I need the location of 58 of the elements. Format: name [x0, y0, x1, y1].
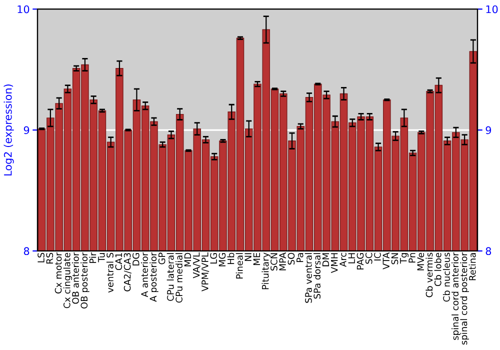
x-tick-label: spinal cord posterior [460, 252, 469, 345]
x-tick-label: Pituitary [262, 252, 270, 290]
x-tick-label: Retina [468, 253, 476, 280]
x-tick-label: Cx cingulate [63, 252, 72, 308]
x-tick-label: OB anterior [72, 252, 79, 304]
x-tick-label: LS [38, 252, 44, 262]
x-tick-label: CA2/CA3 [124, 253, 132, 292]
x-tick-label: MPA [279, 252, 286, 270]
x-tick-label: Arc [340, 252, 346, 267]
x-tick-label: Pineal [236, 253, 243, 279]
x-tick-label: Pa [296, 253, 304, 262]
x-tick-label: Hb [227, 252, 234, 264]
x-tick-label: IC [374, 252, 381, 260]
x-tick-label: CPu lateral [166, 253, 174, 301]
x-tick-label: SO [288, 252, 295, 265]
x-tick-label: SCN [270, 253, 278, 271]
x-tick-label: Tg [400, 253, 409, 264]
x-tick-label: OB posterior [80, 252, 90, 309]
x-tick-label: MVe [417, 252, 424, 270]
y2-tick-label: 8 [486, 247, 492, 256]
x-tick-label: SPa dorsal [314, 253, 321, 299]
x-tick-label: Tu [98, 253, 105, 262]
x-tick-label: GP [158, 252, 166, 264]
y-tick-label: 9 [24, 126, 30, 134]
x-tick-label: VMH [331, 253, 338, 274]
x-tick-label: A anterior [140, 252, 148, 298]
x-tick-label: PAG [356, 253, 364, 270]
y-tick-label: 10 [18, 5, 30, 14]
x-tick-label: ME [253, 252, 260, 265]
x-tick-label: spinal cord anterior [452, 252, 460, 340]
x-tick-label: MG [218, 253, 226, 266]
x-tick-label: NI [244, 253, 252, 261]
x-tick-label: Pn [408, 253, 416, 262]
x-tick-label: DG [132, 253, 140, 266]
x-tick-label: SN [391, 253, 398, 264]
x-tick-label: Cb vermis [426, 252, 433, 298]
x-tick-label: DM [322, 253, 330, 266]
x-tick-label: LG [210, 253, 217, 264]
y-tick-label: 8 [24, 247, 30, 256]
x-tick-label: Cx motor [54, 252, 62, 294]
x-tick-label: ventral S [106, 252, 114, 293]
x-tick-label: CPu medial [175, 253, 182, 303]
x-tick-label: Pir [89, 252, 96, 263]
y-axis-title: Log2 (expression) [4, 84, 14, 176]
x-tick-label: Cb lobe [434, 252, 442, 286]
x-tick-label: Cb nucleus [442, 252, 450, 302]
x-tick-label: VPM/VPL [202, 252, 210, 292]
x-tick-label: VTA [382, 252, 390, 270]
x-tick-label: RS [46, 252, 54, 264]
x-tick-label: SPa ventral [304, 253, 312, 303]
x-tick-label: CA1 [115, 253, 122, 270]
y2-tick-label: 10 [486, 5, 498, 14]
x-tick-label: A posterior [150, 252, 158, 302]
y2-tick-label: 9 [486, 126, 492, 134]
x-tick-label: MD [184, 252, 191, 266]
x-tick-label: SC [365, 252, 372, 264]
x-tick-label: VA/VL [193, 252, 200, 278]
x-tick-label: LH [348, 253, 355, 264]
